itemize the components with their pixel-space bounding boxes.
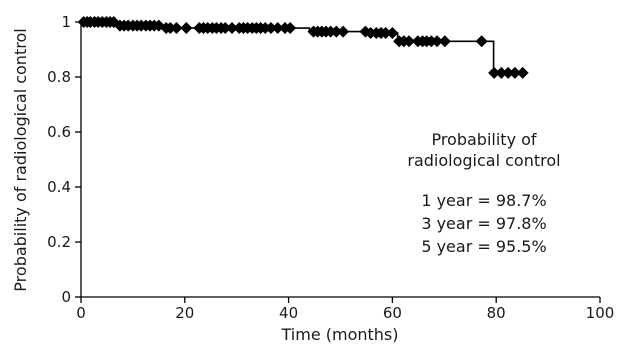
- x-axis: 0 20 40 60 80 100: [76, 296, 614, 322]
- y-tick-label: 0.4: [47, 178, 71, 196]
- censor-marker: [264, 22, 277, 35]
- censor-marker: [403, 35, 416, 48]
- censor-marker: [475, 35, 488, 48]
- x-tick-label: 0: [76, 304, 86, 322]
- censor-marker: [337, 25, 350, 38]
- y-tick-label: 0.2: [47, 233, 71, 251]
- annotation-title-line2: radiological control: [407, 151, 560, 170]
- x-tick-label: 40: [279, 304, 298, 322]
- x-axis-title: Time (months): [281, 325, 399, 344]
- censor-marker: [219, 22, 232, 35]
- y-ticks: 0 0.2 0.4 0.6 0.8 1: [47, 13, 81, 306]
- censor-marker: [330, 25, 343, 38]
- censor-markers: [77, 16, 529, 79]
- x-tick-label: 20: [175, 304, 194, 322]
- annotation: Probability of radiological control 1 ye…: [407, 130, 560, 256]
- survival-step-line: [81, 21, 528, 74]
- censor-marker: [495, 66, 508, 79]
- censor-marker: [180, 22, 193, 35]
- plot-area: [77, 16, 529, 79]
- annotation-title-line1: Probability of: [431, 130, 536, 149]
- x-ticks: 0 20 40 60 80 100: [76, 297, 614, 322]
- censor-marker: [502, 66, 515, 79]
- censor-marker: [431, 35, 444, 48]
- y-tick-label: 0.6: [47, 123, 71, 141]
- y-tick-label: 0: [61, 288, 71, 306]
- censor-marker: [386, 27, 399, 39]
- censor-marker: [516, 66, 529, 79]
- x-tick-label: 60: [383, 304, 402, 322]
- censor-marker: [271, 22, 284, 35]
- censor-marker: [508, 66, 521, 79]
- y-tick-label: 0.8: [47, 68, 71, 86]
- censor-marker: [170, 22, 183, 35]
- x-tick-label: 100: [586, 304, 615, 322]
- censor-marker: [226, 22, 239, 35]
- censor-marker: [164, 22, 177, 35]
- annotation-rate-1yr: 1 year = 98.7%: [421, 191, 546, 210]
- y-axis: 0 0.2 0.4 0.6 0.8 1: [47, 13, 82, 306]
- censor-marker: [284, 22, 297, 35]
- y-axis-title: Probability of radiological control: [11, 28, 30, 291]
- censor-marker: [379, 27, 392, 39]
- censor-marker: [488, 66, 501, 79]
- censor-marker: [438, 35, 451, 48]
- annotation-rate-5yr: 5 year = 95.5%: [421, 237, 546, 256]
- annotation-rate-3yr: 3 year = 97.8%: [421, 214, 546, 233]
- y-tick-label: 1: [61, 13, 71, 31]
- x-tick-label: 80: [487, 304, 506, 322]
